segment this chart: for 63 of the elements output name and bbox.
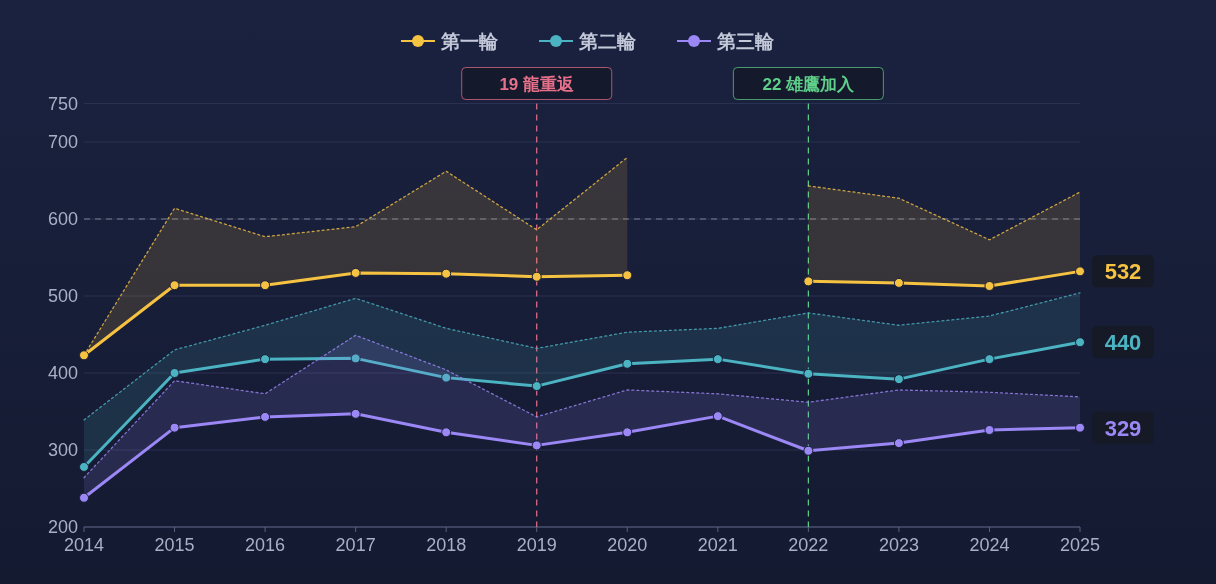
point	[984, 354, 995, 365]
point	[169, 368, 180, 378]
x-tick-label: 2022	[788, 535, 829, 555]
point	[622, 427, 633, 438]
point	[893, 374, 904, 385]
point	[350, 408, 361, 419]
point	[1075, 422, 1085, 433]
point	[984, 280, 995, 291]
x-tick-label: 2021	[697, 535, 738, 555]
point	[622, 358, 633, 369]
legend-label: 第二輪	[578, 31, 637, 52]
line-series	[83, 292, 1081, 421]
point	[531, 440, 542, 451]
point	[1075, 337, 1085, 348]
x-tick-label: 2023	[878, 535, 919, 555]
legend-label: 第一輪	[440, 31, 499, 52]
x-tick-label: 2014	[63, 535, 105, 555]
x-tick-label: 2016	[245, 535, 286, 555]
point	[79, 350, 89, 361]
point	[712, 411, 723, 422]
point	[350, 353, 361, 364]
point	[803, 276, 814, 287]
x-tick-label: 2015	[154, 535, 195, 555]
ref-line-label: 22 雄鷹加入	[762, 74, 856, 94]
point	[622, 270, 633, 281]
point	[712, 354, 723, 365]
point	[803, 368, 814, 379]
point	[1075, 266, 1085, 277]
y-tick-label: 300	[47, 440, 78, 460]
y-tick-label: 700	[47, 132, 78, 152]
point	[260, 280, 271, 291]
point	[169, 280, 180, 291]
y-tick-label: 500	[47, 286, 78, 306]
point	[531, 381, 542, 392]
data-label: 532	[1104, 259, 1142, 285]
x-tick-label: 2020	[607, 535, 648, 555]
point	[893, 277, 904, 288]
x-tick-label: 2025	[1059, 535, 1101, 555]
data-label: 329	[1104, 415, 1142, 441]
y-tick-label: 750	[47, 93, 78, 114]
data-label: 440	[1104, 330, 1142, 356]
point	[260, 411, 271, 422]
x-tick-label: 2018	[426, 535, 467, 555]
y-tick-label: 200	[47, 517, 78, 537]
point	[441, 372, 452, 383]
x-tick-label: 2017	[335, 535, 376, 555]
x-tick-label: 2019	[516, 535, 557, 555]
point	[984, 424, 995, 435]
ref-line-label: 19 龍重返	[499, 74, 576, 94]
x-tick-label: 2024	[969, 535, 1010, 555]
point	[260, 354, 271, 365]
point	[169, 422, 180, 433]
point	[893, 438, 904, 449]
point	[79, 492, 89, 503]
y-tick-label: 400	[47, 363, 78, 383]
point	[441, 268, 452, 279]
point	[803, 445, 814, 456]
legend-label: 第三輪	[716, 31, 775, 52]
point	[531, 271, 542, 282]
point	[441, 427, 452, 438]
point	[350, 267, 361, 278]
y-tick-label: 600	[47, 209, 78, 229]
point	[79, 461, 89, 472]
